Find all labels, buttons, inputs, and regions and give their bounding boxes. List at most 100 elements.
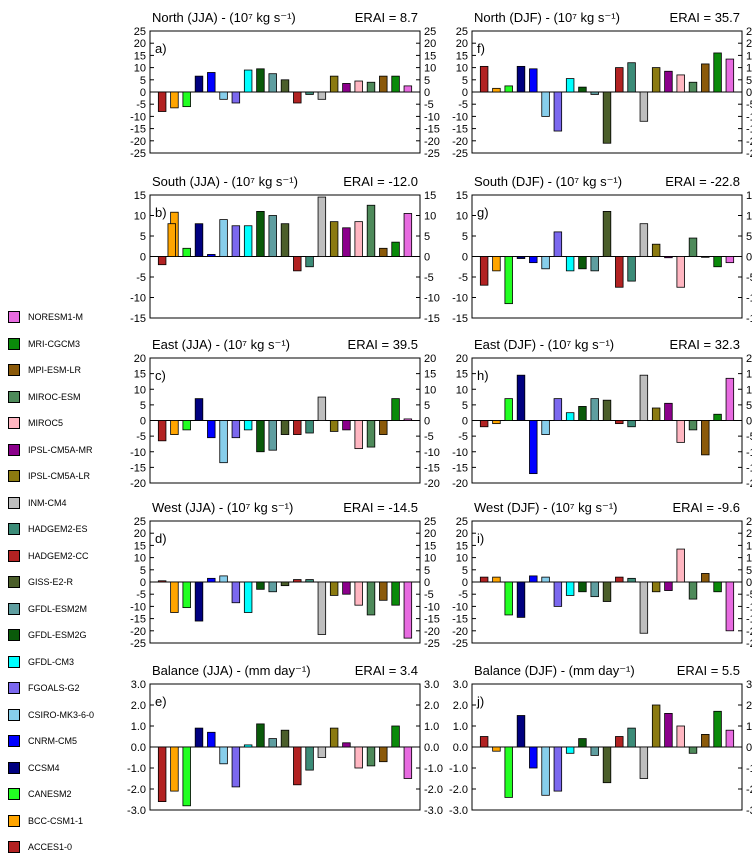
panel: North (DJF) - (10⁷ kg s⁻¹) ERAI = 35.725 2… <box>452 10 752 160</box>
bar <box>516 715 526 748</box>
ytick-label: 15 <box>134 190 146 202</box>
bar <box>676 548 685 583</box>
ytick-label: 0 <box>140 577 146 589</box>
bar <box>329 581 339 596</box>
bar <box>664 70 673 93</box>
bar <box>590 256 599 272</box>
legend-label: HADGEM2-CC <box>28 550 89 561</box>
ytick-label: -5 <box>746 272 752 284</box>
bar <box>529 746 538 769</box>
panel-title: North (JJA) - (10⁷ kg s⁻¹) <box>152 10 296 25</box>
ytick-label: 15 <box>456 50 468 62</box>
bar <box>492 256 501 272</box>
bar <box>553 91 563 132</box>
ytick-label: -20 <box>424 136 440 148</box>
bar <box>219 746 228 765</box>
bar <box>529 420 538 475</box>
legend-swatch <box>8 417 20 429</box>
legend-item: CCSM4 <box>8 761 60 775</box>
bar <box>157 420 167 442</box>
ytick-label: 5 <box>424 75 430 87</box>
bar <box>553 231 563 257</box>
bar <box>219 420 228 464</box>
ytick-label: 5 <box>140 75 146 87</box>
bar <box>403 746 413 779</box>
bar <box>492 420 501 425</box>
bar <box>219 219 228 257</box>
legend-swatch <box>8 682 20 694</box>
ytick-label: -10 <box>130 601 146 613</box>
legend-swatch <box>8 735 20 747</box>
bar <box>639 91 649 122</box>
ytick-label: 0 <box>462 252 468 264</box>
ytick-label: -20 <box>746 478 752 490</box>
bar <box>701 420 710 456</box>
ytick-label: 0.0 <box>453 742 468 754</box>
erai-label: ERAI = 3.4 <box>355 663 418 678</box>
bar <box>268 73 277 93</box>
legend-swatch <box>8 523 20 535</box>
bar <box>578 581 587 593</box>
panel-letter: j) <box>476 694 484 709</box>
bar <box>688 237 698 257</box>
ytick-label: -15 <box>424 614 440 626</box>
ytick-label: -5 <box>458 589 468 601</box>
bar <box>565 412 575 421</box>
ytick-label: 15 <box>746 50 752 62</box>
bar <box>354 80 363 93</box>
legend-item: HADGEM2-CC <box>8 549 89 563</box>
bar <box>492 746 501 752</box>
bar <box>403 581 413 639</box>
ytick-label: 0.0 <box>131 742 146 754</box>
bar <box>194 727 204 748</box>
bar <box>280 729 290 748</box>
ytick-label: 15 <box>746 190 752 202</box>
bar <box>256 68 265 93</box>
ytick-label: -20 <box>130 136 146 148</box>
bar <box>293 91 302 104</box>
bar <box>268 215 277 257</box>
bar <box>479 256 489 286</box>
bar <box>688 746 698 754</box>
ytick-label: 10 <box>424 384 436 396</box>
legend-label: CANESM2 <box>28 789 72 799</box>
bar <box>701 63 710 93</box>
ytick-label: 20 <box>424 528 436 540</box>
bar <box>602 91 612 144</box>
bar <box>504 746 513 798</box>
bar <box>391 241 400 257</box>
ytick-label: 0 <box>746 416 752 428</box>
bar <box>602 399 612 421</box>
bar <box>403 213 413 257</box>
ytick-label: 10 <box>134 553 146 565</box>
bar <box>504 581 513 616</box>
ytick-label: 2.0 <box>424 700 439 712</box>
ytick-label: 10 <box>134 63 146 75</box>
ytick-label: 20 <box>746 353 752 365</box>
panel-letter: h) <box>477 368 489 383</box>
legend-label: CNRM-CM5 <box>28 736 77 746</box>
bar <box>342 83 351 93</box>
ytick-label: -5 <box>136 99 146 111</box>
bar <box>516 65 526 93</box>
bar <box>541 91 550 117</box>
ytick-label: -15 <box>452 614 468 626</box>
legend-item: MRI-CGCM3 <box>8 337 80 351</box>
legend-swatch <box>8 788 20 800</box>
bar <box>516 581 526 618</box>
legend-label: MPI-ESM-LR <box>28 365 82 375</box>
ytick-label: 10 <box>424 211 436 223</box>
ytick-label: 10 <box>746 63 752 75</box>
ytick-label: 1.0 <box>453 721 468 733</box>
bar <box>379 247 388 257</box>
bar <box>713 256 722 268</box>
bar <box>479 736 489 748</box>
ytick-label: -15 <box>746 313 752 325</box>
ytick-label: -5 <box>136 272 146 284</box>
bar <box>553 746 563 792</box>
bar <box>651 67 661 93</box>
bar <box>725 256 735 264</box>
bar <box>664 256 673 259</box>
erai-label: ERAI = -12.0 <box>343 174 418 189</box>
bar <box>504 256 513 305</box>
